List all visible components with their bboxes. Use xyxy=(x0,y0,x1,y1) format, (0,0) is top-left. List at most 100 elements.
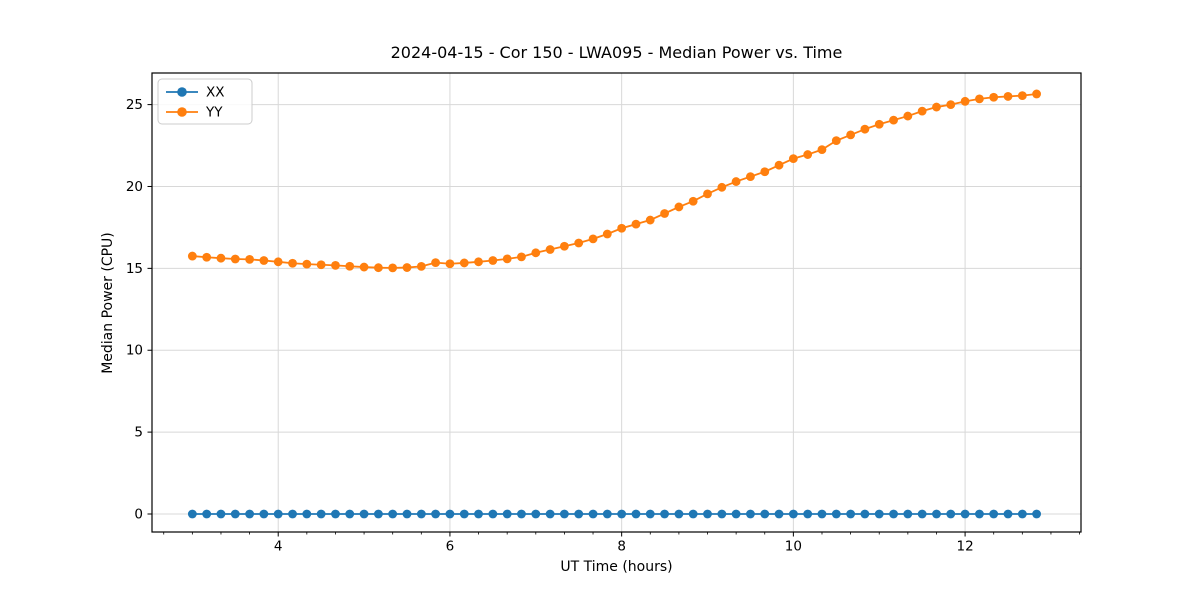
data-point-xx xyxy=(531,509,541,519)
data-point-xx xyxy=(975,509,984,519)
data-point-xx xyxy=(803,509,813,519)
data-point-yy xyxy=(445,259,455,269)
data-point-xx xyxy=(574,509,584,519)
data-point-xx xyxy=(774,509,784,519)
data-point-yy xyxy=(588,234,598,244)
data-point-yy xyxy=(846,130,856,140)
data-point-yy xyxy=(917,106,927,116)
data-point-xx xyxy=(674,509,684,519)
data-point-xx xyxy=(316,509,326,519)
data-point-yy xyxy=(230,254,240,264)
data-point-yy xyxy=(488,256,498,265)
data-point-xx xyxy=(788,509,798,519)
data-point-yy xyxy=(688,196,698,206)
series-line-yy xyxy=(192,93,1037,269)
data-point-yy xyxy=(774,160,784,170)
data-point-xx xyxy=(846,509,856,519)
x-tick-label: 12 xyxy=(956,539,973,555)
data-point-yy xyxy=(617,223,627,233)
data-point-xx xyxy=(517,509,526,519)
data-point-xx xyxy=(817,509,827,519)
data-point-yy xyxy=(946,100,956,109)
data-point-xx xyxy=(545,509,555,519)
data-point-xx xyxy=(588,509,598,519)
data-point-yy xyxy=(874,119,884,129)
data-point-xx xyxy=(245,509,255,519)
data-point-xx xyxy=(1003,509,1013,519)
data-point-yy xyxy=(359,262,369,272)
data-point-xx xyxy=(259,509,269,519)
data-point-xx xyxy=(559,509,569,519)
y-axis-label: Median Power (CPU) xyxy=(100,232,116,374)
data-point-yy xyxy=(760,167,770,177)
data-point-yy xyxy=(903,111,913,121)
y-tick-label: 25 xyxy=(126,97,143,113)
data-point-xx xyxy=(331,509,340,519)
data-point-xx xyxy=(374,509,383,519)
y-tick-label: 10 xyxy=(126,343,143,359)
data-point-xx xyxy=(502,509,512,519)
legend-label-xx: XX xyxy=(206,85,225,101)
data-point-yy xyxy=(431,258,440,268)
data-point-yy xyxy=(474,257,483,267)
data-point-yy xyxy=(531,248,541,258)
data-point-xx xyxy=(302,509,312,519)
y-tick-label: 0 xyxy=(134,506,143,522)
data-point-yy xyxy=(216,253,226,263)
data-point-yy xyxy=(602,229,612,239)
data-point-yy xyxy=(559,241,569,251)
data-point-xx xyxy=(230,509,240,519)
data-point-yy xyxy=(645,215,655,225)
data-point-yy xyxy=(388,263,398,273)
data-point-yy xyxy=(259,256,269,265)
data-point-yy xyxy=(960,96,970,106)
data-point-xx xyxy=(459,509,469,519)
data-point-yy xyxy=(889,115,898,125)
data-point-xx xyxy=(474,509,483,519)
data-point-xx xyxy=(660,509,669,519)
data-point-yy xyxy=(302,259,312,269)
x-tick-label: 6 xyxy=(446,539,455,555)
chart-title: 2024-04-15 - Cor 150 - LWA095 - Median P… xyxy=(391,43,843,62)
y-tick-label: 20 xyxy=(126,179,143,195)
data-point-yy xyxy=(502,254,512,264)
x-tick-label: 10 xyxy=(785,539,802,555)
data-point-yy xyxy=(374,263,383,273)
data-point-yy xyxy=(1032,89,1042,99)
data-point-yy xyxy=(817,145,827,155)
data-point-xx xyxy=(187,509,197,519)
data-point-xx xyxy=(631,509,641,519)
data-point-yy xyxy=(932,102,941,112)
data-point-yy xyxy=(416,261,426,271)
data-point-yy xyxy=(345,261,355,271)
data-point-xx xyxy=(917,509,927,519)
plot-border xyxy=(151,72,1082,533)
data-point-yy xyxy=(975,94,984,104)
data-point-yy xyxy=(187,251,197,261)
data-point-xx xyxy=(889,509,898,519)
data-point-xx xyxy=(831,509,841,519)
data-point-yy xyxy=(788,154,798,164)
data-point-yy xyxy=(574,238,584,248)
legend-label-yy: YY xyxy=(205,105,223,121)
y-tick-label: 15 xyxy=(126,261,143,277)
data-point-xx xyxy=(402,509,412,519)
data-point-yy xyxy=(273,257,283,267)
data-point-yy xyxy=(631,219,641,229)
data-point-yy xyxy=(674,202,684,212)
data-point-yy xyxy=(731,177,741,186)
data-point-xx xyxy=(860,509,870,519)
data-point-yy xyxy=(331,261,340,270)
data-point-xx xyxy=(488,509,498,519)
data-point-xx xyxy=(1032,509,1042,519)
data-point-yy xyxy=(402,263,412,272)
data-point-xx xyxy=(703,509,712,519)
data-point-yy xyxy=(746,172,755,182)
data-point-xx xyxy=(946,509,956,519)
legend-box xyxy=(157,78,253,125)
data-point-xx xyxy=(874,509,884,519)
legend-marker xyxy=(177,107,187,117)
data-point-yy xyxy=(545,245,555,254)
